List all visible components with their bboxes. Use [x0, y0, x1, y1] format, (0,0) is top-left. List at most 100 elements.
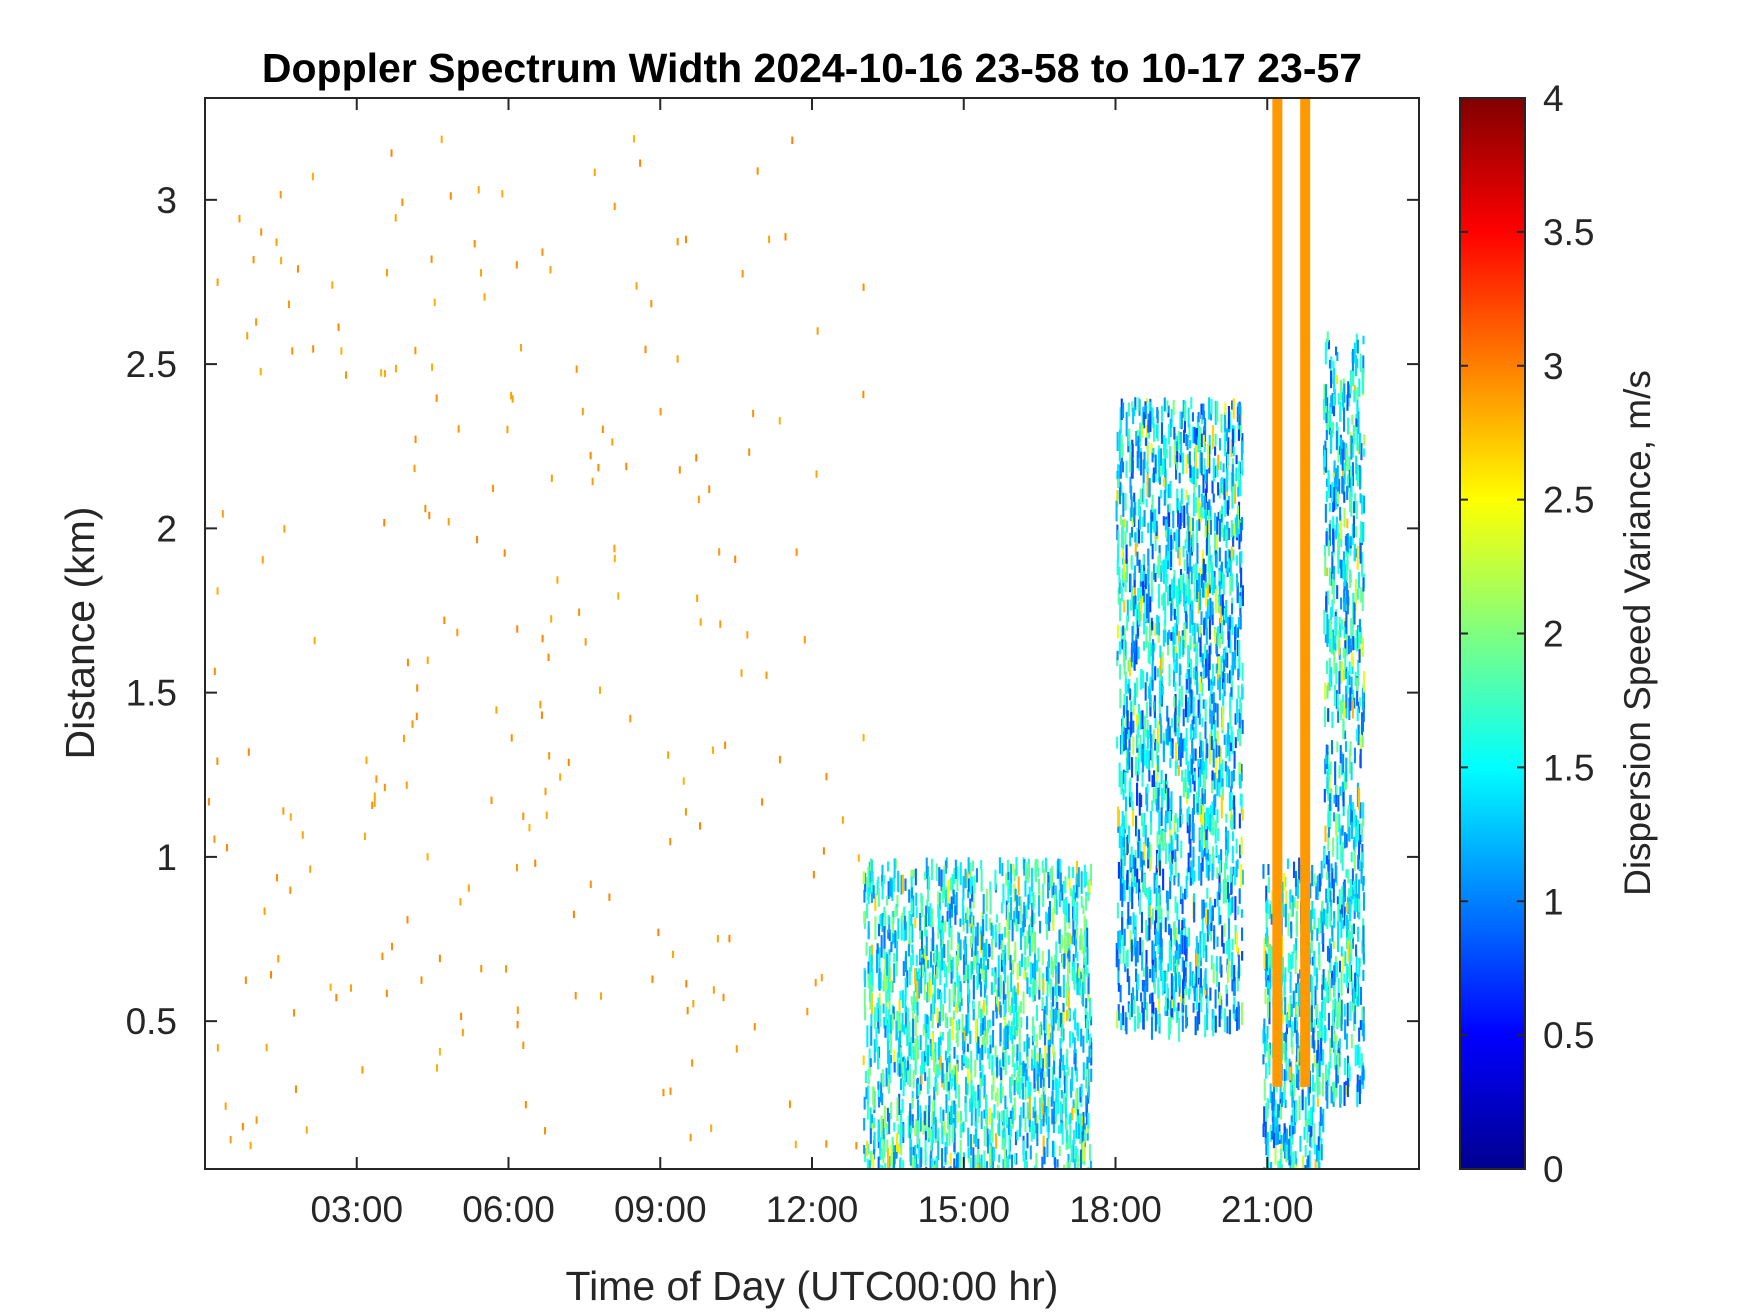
heatmap-cell: [983, 1109, 986, 1119]
heatmap-cell: [1165, 728, 1168, 745]
heatmap-cell: [1202, 558, 1205, 581]
heatmap-cell: [1191, 864, 1194, 885]
heatmap-cell: [1017, 1005, 1020, 1028]
heatmap-cell: [1238, 773, 1242, 789]
heatmap-cell: [922, 1024, 925, 1036]
heatmap-cell: [1004, 1025, 1007, 1051]
heatmap-cell: [1137, 587, 1140, 602]
heatmap-cell: [1162, 629, 1165, 647]
heatmap-cell: [969, 935, 973, 949]
heatmap-cell: [752, 409, 755, 418]
heatmap-cell: [1185, 986, 1188, 996]
heatmap-cell: [503, 549, 506, 557]
heatmap-cell: [965, 1014, 968, 1037]
heatmap-cell: [868, 946, 871, 963]
heatmap-cell: [1240, 522, 1243, 542]
heatmap-cell: [877, 1122, 881, 1142]
heatmap-cell: [1067, 986, 1070, 1010]
heatmap-cell: [1311, 976, 1314, 999]
heatmap-cell: [1347, 869, 1350, 884]
heatmap-cell: [1155, 741, 1158, 761]
heatmap-cell: [1180, 433, 1183, 456]
heatmap-cell: [1203, 418, 1206, 431]
heatmap-cell: [1177, 765, 1180, 776]
heatmap-cell: [1024, 1066, 1027, 1087]
heatmap-cell: [982, 919, 985, 937]
heatmap-cell: [1177, 1002, 1180, 1012]
heatmap-cell: [999, 1005, 1002, 1018]
heatmap-cell: [900, 1062, 903, 1077]
heatmap-cell: [1002, 951, 1005, 967]
heatmap-cell: [877, 997, 880, 1009]
heatmap-cell: [1145, 625, 1148, 648]
heatmap-cell: [1157, 1014, 1160, 1027]
heatmap-cell: [1043, 1094, 1046, 1116]
heatmap-cell: [1237, 403, 1240, 422]
heatmap-cell: [1334, 616, 1338, 636]
heatmap-cell: [1151, 908, 1154, 925]
heatmap-cell: [1214, 589, 1217, 613]
heatmap-cell: [1345, 780, 1348, 790]
heatmap-cell: [633, 135, 636, 143]
heatmap-cell: [925, 952, 928, 967]
heatmap-cell: [1033, 1045, 1036, 1069]
heatmap-cell: [816, 327, 819, 335]
heatmap-cell: [282, 807, 285, 815]
heatmap-cell: [1344, 741, 1348, 752]
heatmap-cell: [1014, 991, 1017, 1013]
heatmap-cell: [1053, 1051, 1056, 1075]
heatmap-cell: [1351, 979, 1354, 996]
heatmap-cell: [1217, 454, 1220, 471]
heatmap-cell: [1206, 909, 1209, 929]
heatmap-cell: [1206, 520, 1209, 544]
heatmap-cell: [1320, 1037, 1323, 1061]
heatmap-cell: [477, 186, 480, 194]
heatmap-cell: [1155, 520, 1158, 537]
heatmap-cell: [1160, 565, 1163, 582]
heatmap-cell: [1082, 1111, 1085, 1136]
heatmap-cell: [1206, 849, 1209, 862]
heatmap-cell: [1325, 531, 1328, 546]
heatmap-cell: [1123, 928, 1126, 946]
heatmap-cell: [1022, 991, 1025, 1014]
heatmap-cell: [1354, 638, 1357, 651]
heatmap-cell: [1161, 787, 1164, 809]
heatmap-cell: [1202, 582, 1205, 598]
heatmap-cell: [1157, 450, 1160, 467]
heatmap-cell: [1162, 732, 1165, 743]
heatmap-cell: [1212, 795, 1216, 804]
heatmap-cell: [893, 858, 896, 879]
heatmap-cell: [1167, 645, 1170, 656]
heatmap-cell: [1327, 411, 1330, 432]
heatmap-cell: [1084, 1005, 1087, 1022]
heatmap-cell: [1134, 857, 1137, 877]
heatmap-cell: [1185, 936, 1188, 962]
heatmap-cell: [1132, 912, 1135, 935]
heatmap-cell: [1150, 443, 1153, 455]
heatmap-cell: [1069, 933, 1072, 944]
heatmap-cell: [911, 924, 914, 943]
heatmap-cell: [1284, 1099, 1287, 1109]
heatmap-cell: [1327, 969, 1330, 987]
heatmap-cell: [1080, 1028, 1083, 1047]
heatmap-cell: [305, 1126, 308, 1134]
heatmap-cell: [1198, 954, 1201, 978]
heatmap-cell: [1356, 1045, 1359, 1065]
heatmap-cell: [601, 425, 604, 434]
heatmap-cell: [932, 1052, 936, 1073]
heatmap-cell: [1131, 401, 1134, 412]
heatmap-cell: [510, 734, 513, 742]
heatmap-cell: [1232, 866, 1235, 876]
heatmap-cell: [1343, 491, 1346, 503]
heatmap-cell: [1166, 400, 1169, 414]
heatmap-cell: [1139, 488, 1142, 505]
heatmap-cell: [1145, 964, 1148, 987]
heatmap-cell: [897, 1124, 900, 1135]
heatmap-cell: [1218, 633, 1221, 649]
heatmap-cell: [795, 548, 798, 556]
heatmap-cell: [1058, 929, 1061, 944]
heatmap-cell: [1151, 940, 1154, 965]
heatmap-cell: [1118, 641, 1121, 655]
heatmap-cell: [1057, 1125, 1060, 1134]
heatmap-cell: [1361, 736, 1364, 748]
